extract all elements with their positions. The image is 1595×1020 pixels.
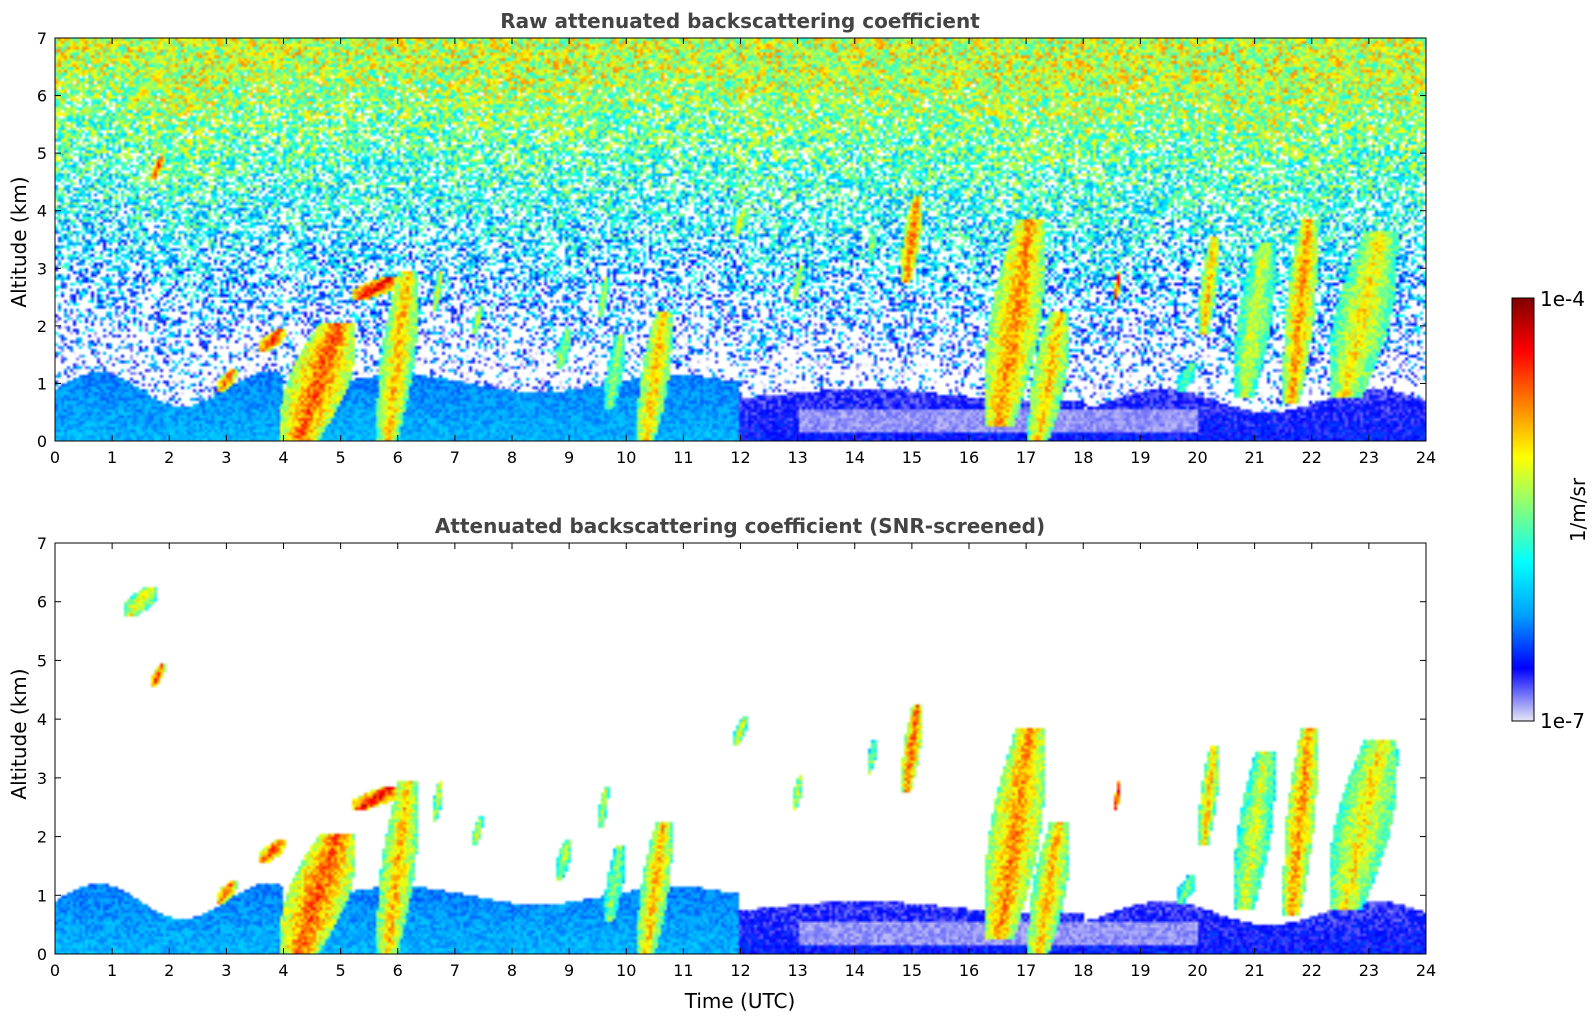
y-tick-label: 3	[37, 259, 47, 278]
raw-panel-y-ticks: 0 1 2 3 4 5 6 7	[37, 29, 1426, 451]
x-tick-label: 20	[1187, 448, 1207, 467]
raw-panel-ylabel: Altitude (km)	[7, 176, 31, 307]
x-tick-label: 7	[450, 961, 460, 980]
x-tick-label: 6	[393, 448, 403, 467]
x-tick-label: 13	[787, 961, 807, 980]
y-tick-label: 2	[37, 317, 47, 336]
x-tick-label: 7	[450, 448, 460, 467]
y-tick-label: 4	[37, 202, 47, 221]
x-tick-label: 5	[336, 448, 346, 467]
x-tick-label: 16	[959, 961, 979, 980]
x-tick-label: 8	[507, 448, 517, 467]
x-tick-label: 15	[902, 961, 922, 980]
screened-panel-x-ticks: 0 1 2 3 4 5 6 7 8 9 10 11 12 13 14 15 16 17 18 19 20 21 22 23 24	[50, 543, 1436, 980]
x-tick-label: 19	[1130, 961, 1150, 980]
x-tick-label: 8	[507, 961, 517, 980]
x-tick-label: 12	[730, 448, 750, 467]
x-tick-label: 23	[1359, 448, 1379, 467]
x-tick-label: 15	[902, 448, 922, 467]
x-tick-label: 19	[1130, 448, 1150, 467]
y-tick-label: 0	[37, 945, 47, 964]
y-tick-label: 3	[37, 769, 47, 788]
x-tick-label: 18	[1073, 448, 1093, 467]
colorbar-max-label: 1e-4	[1540, 287, 1585, 311]
colorbar-unit-label: 1/m/sr	[1566, 477, 1590, 542]
x-tick-label: 12	[730, 961, 750, 980]
x-tick-label: 22	[1302, 448, 1322, 467]
x-tick-label: 6	[393, 961, 403, 980]
x-tick-label: 2	[164, 448, 174, 467]
y-tick-label: 0	[37, 432, 47, 451]
y-tick-label: 6	[37, 87, 47, 106]
raw-panel-title: Raw attenuated backscattering coefficien…	[500, 9, 980, 33]
raw-panel-x-ticks: 0 1 2 3 4 5 6 7 8 9 10 11 12 13 14 15 16 17 18 19 20 21 22 23 24	[50, 38, 1436, 467]
x-tick-label: 3	[221, 448, 231, 467]
x-tick-label: 13	[787, 448, 807, 467]
x-tick-label: 9	[564, 448, 574, 467]
raw-backscatter-heatmap	[55, 38, 1426, 441]
y-tick-label: 6	[37, 593, 47, 612]
y-tick-label: 2	[37, 828, 47, 847]
screened-backscatter-heatmap	[55, 543, 1426, 954]
x-tick-label: 1	[107, 448, 117, 467]
y-tick-label: 7	[37, 534, 47, 553]
y-tick-label: 5	[37, 144, 47, 163]
x-tick-label: 14	[845, 961, 865, 980]
x-tick-label: 16	[959, 448, 979, 467]
x-tick-label: 10	[616, 961, 636, 980]
x-tick-label: 21	[1244, 448, 1264, 467]
screened-panel-title: Attenuated backscattering coefficient (S…	[435, 514, 1045, 538]
y-tick-label: 4	[37, 710, 47, 729]
x-tick-label: 0	[50, 448, 60, 467]
colorbar-gradient	[1511, 297, 1535, 722]
y-tick-label: 1	[37, 886, 47, 905]
x-tick-label: 4	[278, 448, 288, 467]
colorbar-min-label: 1e-7	[1540, 709, 1585, 733]
x-tick-label: 23	[1359, 961, 1379, 980]
x-tick-label: 3	[221, 961, 231, 980]
x-tick-label: 5	[336, 961, 346, 980]
screened-panel-ylabel: Altitude (km)	[7, 668, 31, 799]
raw-backscatter-panel: Raw attenuated backscattering coefficien…	[7, 9, 1436, 467]
x-tick-label: 18	[1073, 961, 1093, 980]
x-tick-label: 17	[1016, 961, 1036, 980]
colorbar: 1e-4 1e-7 1/m/sr	[1511, 287, 1590, 733]
x-tick-label: 11	[673, 448, 693, 467]
x-tick-label: 4	[278, 961, 288, 980]
screened-panel-y-ticks: 0 1 2 3 4 5 6 7	[37, 534, 1426, 964]
y-tick-label: 7	[37, 29, 47, 48]
y-tick-label: 5	[37, 651, 47, 670]
x-tick-label: 14	[845, 448, 865, 467]
x-tick-label: 10	[616, 448, 636, 467]
x-tick-label: 1	[107, 961, 117, 980]
x-tick-label: 20	[1187, 961, 1207, 980]
screened-panel-xlabel: Time (UTC)	[684, 989, 796, 1013]
x-tick-label: 24	[1416, 961, 1436, 980]
x-tick-label: 17	[1016, 448, 1036, 467]
x-tick-label: 11	[673, 961, 693, 980]
x-tick-label: 24	[1416, 448, 1436, 467]
screened-backscatter-panel: Attenuated backscattering coefficient (S…	[7, 514, 1436, 1013]
x-tick-label: 9	[564, 961, 574, 980]
x-tick-label: 0	[50, 961, 60, 980]
x-tick-label: 2	[164, 961, 174, 980]
x-tick-label: 22	[1302, 961, 1322, 980]
x-tick-label: 21	[1244, 961, 1264, 980]
y-tick-label: 1	[37, 374, 47, 393]
